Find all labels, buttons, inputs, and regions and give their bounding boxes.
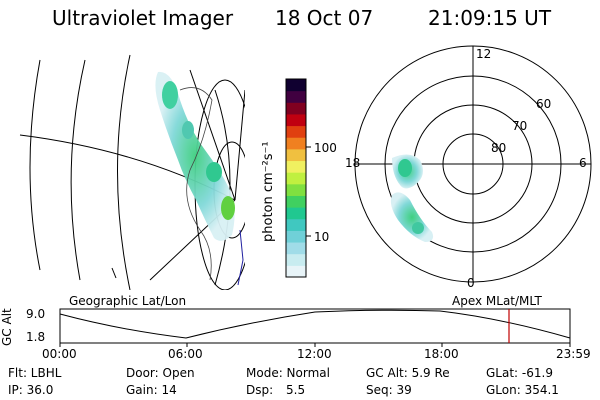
colorbar-segment [286, 195, 306, 208]
mode-info: Mode: Normal [246, 366, 330, 380]
colorbar-segment [286, 218, 306, 231]
colorbar-segment [286, 183, 306, 196]
colorbar-segment [286, 230, 306, 243]
altitude-ytick-9: 9.0 [26, 307, 46, 321]
xtick-1800: 18:00 [424, 347, 459, 361]
xtick-0000: 00:00 [42, 347, 77, 361]
color-scale-bar [286, 79, 306, 278]
colorbar-tick-100: 100 [314, 141, 337, 155]
geo-panel-label: Geographic Lat/Lon [69, 294, 187, 308]
glat-info: GLat: -61.9 [486, 366, 553, 380]
mlt-label-6: 6 [579, 156, 587, 170]
colorbar-segment [286, 253, 306, 266]
aurora-emission-geo [155, 71, 235, 241]
colorbar-tick-10: 10 [314, 230, 330, 244]
colorbar-segment [286, 102, 306, 115]
mlt-label-12: 12 [476, 47, 492, 61]
polar-panel-label: Apex MLat/MLT [452, 294, 542, 308]
gc-alt-info: GC Alt: 5.9 Re [366, 366, 450, 380]
colorbar-segment [286, 90, 306, 103]
colorbar-segment [286, 207, 306, 220]
polar-mlat-mlt-plot [354, 45, 592, 283]
colorbar-segment [286, 125, 306, 138]
colorbar-segment [286, 242, 306, 255]
altitude-ytick-1-8: 1.8 [26, 330, 46, 344]
colorbar-unit-label: photon cm⁻²s⁻¹ [261, 141, 276, 242]
colorbar-segment [286, 160, 306, 173]
colorbar-segment [286, 172, 306, 185]
time-label: 21:09:15 UT [428, 6, 552, 30]
date-label: 18 Oct 07 [275, 6, 374, 30]
altitude-ylabel: GC Alt [0, 308, 14, 346]
altitude-plot [59, 308, 571, 347]
dsp-value: 5.5 [286, 383, 306, 397]
colorbar-segment [286, 113, 306, 127]
instrument-title: Ultraviolet Imager [52, 6, 234, 30]
gain-info: Gain: 14 [126, 383, 177, 397]
ip-info: IP: 36.0 [8, 383, 54, 397]
geographic-map [19, 54, 245, 290]
colorbar-segment [286, 79, 306, 92]
mlat-label-70: 70 [512, 119, 528, 133]
xtick-2359: 23:59 [556, 347, 591, 361]
mlat-label-80: 80 [491, 141, 507, 155]
colorbar-segment [286, 148, 306, 162]
filter-info: Flt: LBHL [8, 366, 62, 380]
mlat-label-60: 60 [536, 97, 552, 111]
xtick-1200: 12:00 [297, 347, 332, 361]
colorbar-segment [286, 265, 306, 278]
door-info: Door: Open [126, 366, 195, 380]
glon-info: GLon: 354.1 [486, 383, 559, 397]
seq-info: Seq: 39 [366, 383, 412, 397]
colorbar-segment [286, 137, 306, 150]
dsp-label: Dsp: [246, 383, 274, 397]
xtick-0600: 06:00 [168, 347, 203, 361]
mlt-label-18: 18 [345, 156, 361, 170]
mlt-label-0: 0 [467, 276, 475, 290]
